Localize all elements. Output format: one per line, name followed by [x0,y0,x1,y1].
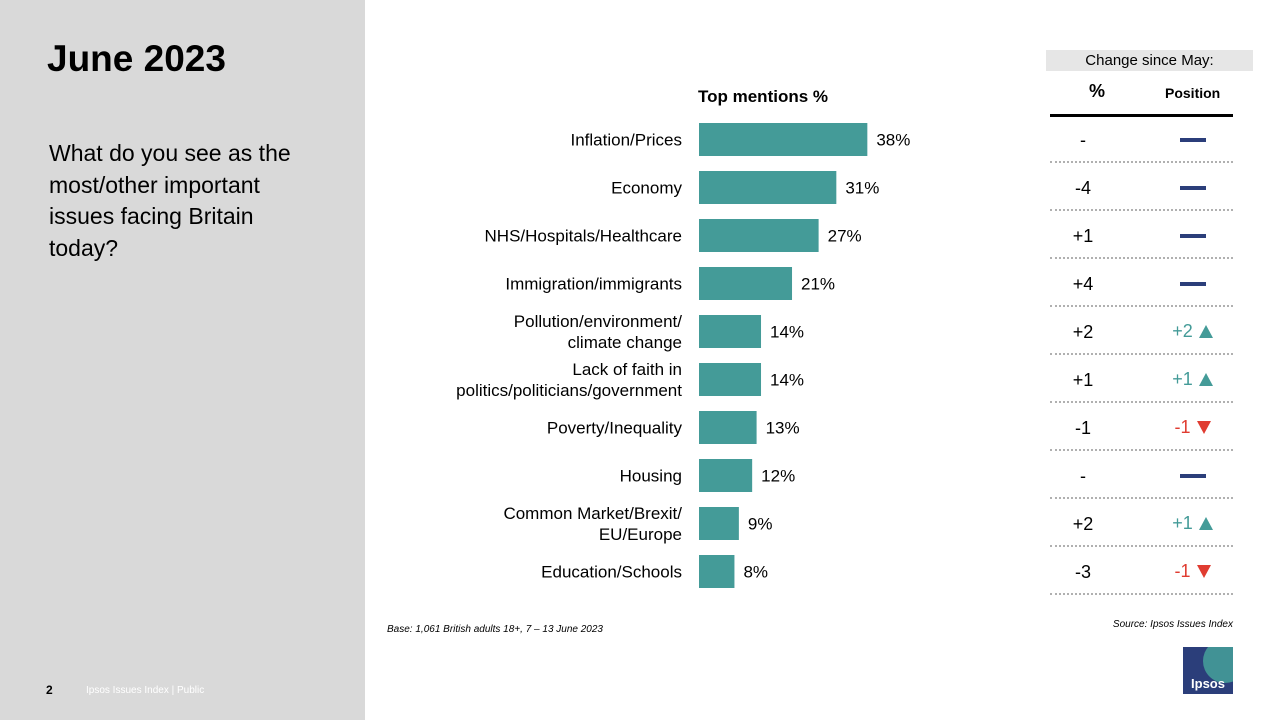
bar [699,171,837,204]
change-position-cell [1150,177,1235,199]
category-label: EU/Europe [599,525,682,544]
change-position-value: -1 [1174,561,1191,581]
change-pct-value: - [1080,465,1086,486]
bar [699,315,762,348]
change-position-value: +1 [1172,369,1193,389]
bar [699,459,753,492]
no-change-dash-icon [1179,233,1206,238]
no-change-dash-icon [1179,185,1206,190]
chart-title: Top mentions % [698,87,828,106]
change-position-cell [1150,465,1235,487]
category-label: Housing [620,467,682,486]
row-separator [1050,353,1233,355]
survey-question: What do you see as the most/other import… [49,140,291,261]
change-pct-value: +1 [1072,369,1094,390]
change-pct-value: +2 [1072,513,1094,534]
change-position-cell: +1 [1150,369,1235,391]
row-separator [1050,257,1233,259]
category-label: Common Market/Brexit/ [503,504,682,523]
category-label: climate change [568,333,682,352]
category-label: Economy [611,179,682,198]
category-label: Lack of faith in [572,360,682,379]
bar [699,267,793,300]
row-separator [1050,209,1233,211]
bar-value-label: 13% [766,419,800,438]
change-pct-column-header: % [1089,81,1106,101]
category-label: Poverty/Inequality [547,419,683,438]
bar [699,411,757,444]
no-change-dash-icon [1179,281,1206,286]
row-separator [1050,497,1233,499]
row-separator [1050,449,1233,451]
bar-value-label: 9% [748,515,773,534]
logo-text: Ipsos [1191,676,1225,691]
category-label: Education/Schools [541,563,682,582]
change-position-cell: -1 [1150,561,1235,583]
row-separator [1050,305,1233,307]
header-rule [1050,114,1233,117]
change-position-cell [1150,225,1235,247]
change-position-cell: +2 [1150,321,1235,343]
change-pct-value: - [1080,129,1086,150]
change-pct-value: -1 [1074,417,1091,438]
bar-chart: Top mentions % 38% Inflation/Prices 31% Econ… [456,87,910,588]
row-separator [1050,161,1233,163]
change-position-cell: +1 [1150,513,1235,535]
row-separator [1050,593,1233,595]
change-position-column-header: Position [1165,85,1221,101]
change-position-value: -1 [1174,417,1191,437]
category-label: politics/politicians/government [456,381,682,400]
category-label: Immigration/immigrants [505,275,682,294]
no-change-dash-icon [1179,137,1206,142]
slide-title: June 2023 [47,38,226,79]
page-number: 2 [46,683,53,697]
bar-value-label: 12% [761,467,795,486]
change-position-cell: -1 [1150,417,1235,439]
base-note: Base: 1,061 British adults 18+, 7 – 13 J… [387,624,603,635]
category-label: Inflation/Prices [571,131,683,150]
up-arrow-icon [1198,373,1213,386]
up-arrow-icon [1198,517,1213,530]
bar [699,363,762,396]
change-table-header: Change since May: [1046,50,1253,71]
change-pct-value: +2 [1072,321,1094,342]
footer-text: Ipsos Issues Index | Public [86,685,205,696]
change-position-value: +1 [1172,513,1193,533]
bar [699,555,735,588]
bar-value-label: 21% [801,275,835,294]
change-position-cell [1150,129,1235,151]
left-panel [0,0,365,720]
bar-value-label: 14% [770,323,804,342]
source-note: Source: Ipsos Issues Index [1112,619,1233,630]
no-change-dash-icon [1179,473,1206,478]
change-position-cell [1150,273,1235,295]
bar-value-label: 8% [743,563,768,582]
bar-value-label: 31% [845,179,879,198]
change-pct-value: -4 [1074,177,1091,198]
bar-value-label: 14% [770,371,804,390]
up-arrow-icon [1198,325,1213,338]
change-position-value: +2 [1172,321,1193,341]
bar-value-label: 38% [876,131,910,150]
change-pct-value: -3 [1074,561,1091,582]
bar [699,123,868,156]
down-arrow-icon [1196,565,1211,578]
change-pct-value: +1 [1072,225,1094,246]
category-label: NHS/Hospitals/Healthcare [485,227,682,246]
bar [699,507,739,540]
down-arrow-icon [1196,421,1211,434]
row-separator [1050,401,1233,403]
row-separator [1050,545,1233,547]
bar-value-label: 27% [828,227,862,246]
ipsos-logo: Ipsos [1183,647,1233,694]
category-label: Pollution/environment/ [514,312,682,331]
bar [699,219,819,252]
change-pct-value: +4 [1072,273,1094,294]
